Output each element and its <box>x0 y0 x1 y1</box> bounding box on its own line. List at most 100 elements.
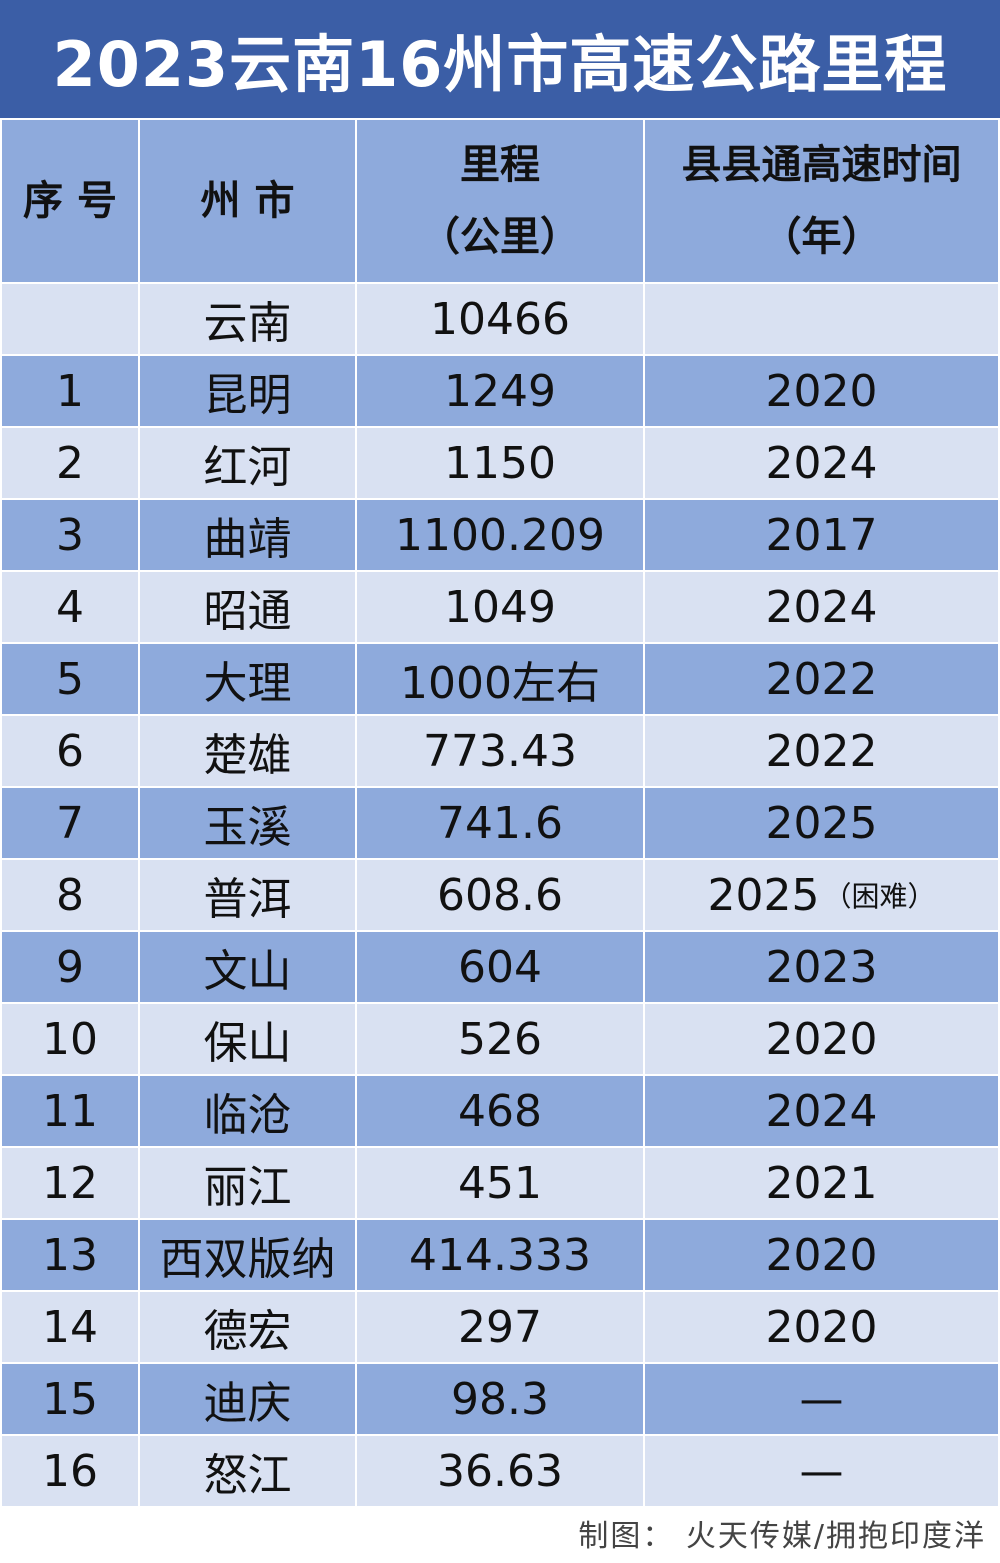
cell-city: 迪庆 <box>140 1364 355 1434</box>
cell-index <box>2 284 138 354</box>
header-index: 序 号 <box>2 120 138 282</box>
cell-year-text: 2020 <box>765 1229 878 1281</box>
cell-mileage-text: 608.6 <box>437 869 563 921</box>
cell-year-text: — <box>799 1373 844 1425</box>
cell-mileage: 451 <box>357 1148 643 1218</box>
cell-year-note: （困难） <box>823 880 936 913</box>
cell-year: 2022 <box>645 644 998 714</box>
header-year: 县县通高速时间 （年） <box>645 120 998 282</box>
cell-year-text: 2025 <box>765 797 878 849</box>
cell-mileage: 773.43 <box>357 716 643 786</box>
cell-index: 4 <box>2 572 138 642</box>
cell-index-text: 6 <box>56 725 84 777</box>
cell-mileage: 297 <box>357 1292 643 1362</box>
cell-city-text: 怒江 <box>203 1450 292 1501</box>
cell-mileage-text: 98.3 <box>451 1373 549 1425</box>
cell-year: 2021 <box>645 1148 998 1218</box>
cell-mileage-text: 1100.209 <box>395 509 605 561</box>
cell-city-text: 大理 <box>203 658 292 709</box>
cell-mileage-text: 741.6 <box>437 797 563 849</box>
cell-mileage-text: 414.333 <box>409 1229 591 1281</box>
cell-year: 2025 <box>645 788 998 858</box>
cell-city: 楚雄 <box>140 716 355 786</box>
cell-year: — <box>645 1436 998 1506</box>
cell-city-text: 迪庆 <box>203 1378 292 1429</box>
cell-mileage-text: 451 <box>458 1157 542 1209</box>
cell-year: 2024 <box>645 1076 998 1146</box>
cell-index: 6 <box>2 716 138 786</box>
cell-city-text: 普洱 <box>203 874 292 925</box>
cell-city: 昆明 <box>140 356 355 426</box>
cell-year-text: 2020 <box>765 365 878 417</box>
cell-mileage: 468 <box>357 1076 643 1146</box>
cell-mileage: 1249 <box>357 356 643 426</box>
cell-city: 曲靖 <box>140 500 355 570</box>
cell-mileage: 1000左右 <box>357 644 643 714</box>
cell-mileage: 1049 <box>357 572 643 642</box>
cell-city-text: 丽江 <box>203 1162 292 1213</box>
cell-mileage: 604 <box>357 932 643 1002</box>
cell-year: 2024 <box>645 428 998 498</box>
cell-mileage-text: 526 <box>458 1013 542 1065</box>
header-year-line2: （年） <box>761 214 882 260</box>
cell-year: 2020 <box>645 1004 998 1074</box>
cell-mileage-text: 468 <box>458 1085 542 1137</box>
cell-mileage-text: 1000左右 <box>400 658 600 709</box>
cell-year-text: — <box>799 1445 844 1497</box>
cell-index-text: 7 <box>56 797 84 849</box>
cell-year-text: 2023 <box>765 941 878 993</box>
cell-mileage: 741.6 <box>357 788 643 858</box>
cell-mileage-text: 1249 <box>444 365 556 417</box>
cell-index-text: 5 <box>56 653 84 705</box>
cell-city: 西双版纳 <box>140 1220 355 1290</box>
cell-year-text: 2017 <box>765 509 878 561</box>
cell-year <box>645 284 998 354</box>
cell-index-text: 11 <box>42 1085 98 1137</box>
cell-index-text: 2 <box>56 437 84 489</box>
header-mileage-line2: （公里） <box>420 214 580 260</box>
header-year-line1: 县县通高速时间 <box>681 142 962 188</box>
cell-city: 昭通 <box>140 572 355 642</box>
cell-index: 15 <box>2 1364 138 1434</box>
cell-city: 普洱 <box>140 860 355 930</box>
cell-mileage-text: 36.63 <box>437 1445 563 1497</box>
cell-city: 临沧 <box>140 1076 355 1146</box>
cell-city: 德宏 <box>140 1292 355 1362</box>
cell-year-text: 2024 <box>765 1085 878 1137</box>
cell-city-text: 云南 <box>203 298 292 349</box>
cell-city: 大理 <box>140 644 355 714</box>
cell-city-text: 西双版纳 <box>159 1234 336 1285</box>
cell-city: 红河 <box>140 428 355 498</box>
cell-year-text: 2021 <box>765 1157 878 1209</box>
cell-city-text: 保山 <box>203 1018 292 1069</box>
cell-year-text: 2020 <box>765 1301 878 1353</box>
cell-mileage-text: 1049 <box>444 581 556 633</box>
cell-mileage-text: 10466 <box>430 293 570 345</box>
cell-index-text: 1 <box>56 365 84 417</box>
mileage-table: 序 号 州 市 里程 （公里） 县县通高速时间 （年） 云南 10466 1 昆明 1249… <box>2 120 998 1506</box>
cell-mileage: 526 <box>357 1004 643 1074</box>
cell-index: 3 <box>2 500 138 570</box>
cell-city: 玉溪 <box>140 788 355 858</box>
cell-year: 2017 <box>645 500 998 570</box>
cell-city-text: 文山 <box>203 946 292 997</box>
cell-index: 9 <box>2 932 138 1002</box>
credit-footer: 制图： 火天传媒/拥抱印度洋 <box>578 1519 986 1554</box>
cell-mileage: 98.3 <box>357 1364 643 1434</box>
cell-city-text: 昆明 <box>203 370 292 421</box>
cell-index-text: 14 <box>42 1301 98 1353</box>
cell-mileage: 414.333 <box>357 1220 643 1290</box>
cell-mileage-text: 297 <box>458 1301 542 1353</box>
cell-index-text: 12 <box>42 1157 98 1209</box>
cell-index: 10 <box>2 1004 138 1074</box>
cell-index-text: 9 <box>56 941 84 993</box>
cell-mileage-text: 604 <box>458 941 542 993</box>
cell-index-text: 13 <box>42 1229 98 1281</box>
cell-index: 11 <box>2 1076 138 1146</box>
cell-city: 丽江 <box>140 1148 355 1218</box>
cell-mileage: 1150 <box>357 428 643 498</box>
cell-index-text: 3 <box>56 509 84 561</box>
cell-year: 2024 <box>645 572 998 642</box>
cell-index: 2 <box>2 428 138 498</box>
cell-city: 云南 <box>140 284 355 354</box>
